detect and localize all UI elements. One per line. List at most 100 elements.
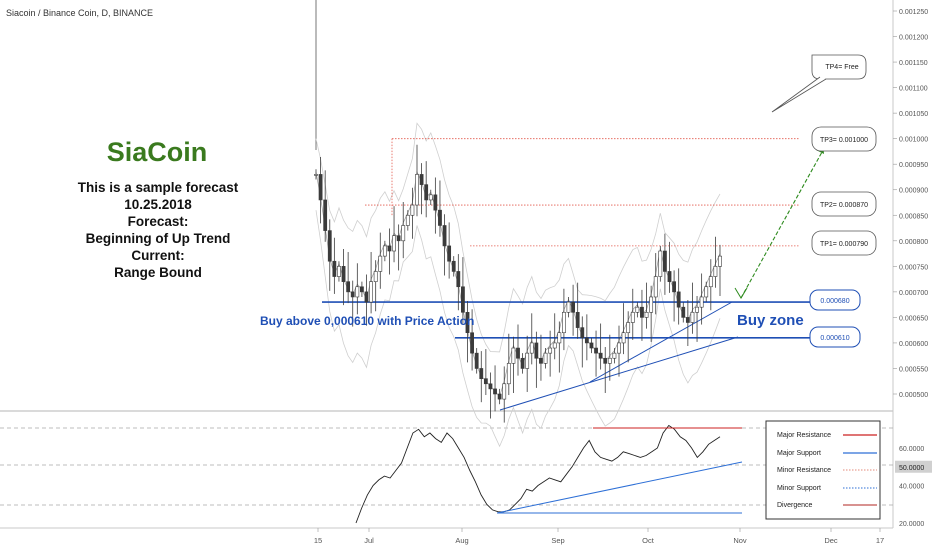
candle-body	[690, 311, 695, 323]
axis-labels: 0.001250 0.001200 0.001150 0.001100 0.001050…	[314, 9, 932, 545]
rsi-trend-line	[496, 461, 743, 514]
time-tick-label: Aug	[455, 536, 468, 545]
candle-body	[442, 225, 447, 247]
candle-body	[350, 291, 355, 298]
rsi-highlight-label: 50.0000	[899, 465, 924, 472]
tp4-callout: TP4= Free	[771, 54, 867, 113]
candle-body	[314, 174, 318, 176]
candle-body	[520, 357, 525, 369]
candle-body	[617, 342, 621, 354]
time-tick-label: 15	[314, 536, 322, 545]
tp1-label: TP1= 0.000790	[820, 241, 868, 248]
price-tick-label: 0.000700	[899, 290, 928, 297]
candle-body	[584, 337, 589, 344]
price-tick-label: 0.000850	[899, 213, 928, 220]
time-tick-label: Jul	[364, 536, 374, 545]
candle-body	[392, 235, 396, 252]
candle-body	[630, 311, 635, 323]
candle-body	[566, 301, 571, 313]
candle-body	[635, 306, 640, 313]
rsi-highlight-box	[895, 460, 932, 473]
tp2-label: TP2= 0.000870	[820, 202, 868, 209]
chart-title: Siacoin / Binance Coin, D, BINANCE	[6, 8, 153, 18]
candle-body	[607, 357, 612, 364]
candle-body	[378, 255, 383, 272]
candle-body	[387, 245, 392, 252]
price-tick-label: 0.001050	[899, 111, 928, 118]
candle-body	[428, 194, 433, 201]
price-tick-label: 0.001100	[899, 86, 928, 93]
candle-body	[327, 230, 332, 262]
candle-body	[438, 209, 442, 226]
trend-support-upper	[589, 301, 733, 383]
rsi-tick-label: 40.0000	[899, 484, 924, 491]
forecast-line-3: Forecast:	[128, 214, 189, 229]
candle-body	[470, 332, 474, 354]
candle-body	[640, 306, 644, 318]
price-tick-label: 0.000950	[899, 162, 928, 169]
candle-body	[621, 332, 626, 344]
legend-label-divergence: Divergence	[777, 502, 813, 509]
candle-body	[341, 266, 346, 282]
candle-body	[658, 250, 663, 277]
legend-label-minor-support: Minor Support	[777, 485, 821, 492]
tp3-callout: TP3= 0.001000	[811, 126, 877, 152]
candle-body	[534, 342, 539, 359]
candle-body	[318, 174, 323, 201]
time-tick-label: Dec	[824, 536, 838, 545]
candle-body	[506, 363, 511, 385]
candle-body	[562, 311, 566, 334]
candle-body	[667, 271, 672, 282]
buy-above-label: Buy above 0,000610 with Price Action	[260, 314, 474, 328]
legend-label-major-support: Major Support	[777, 450, 821, 457]
price-tick-label: 0.000500	[899, 392, 928, 399]
rsi-tick-label: 60.0000	[899, 446, 924, 453]
bollinger-lower	[315, 210, 721, 448]
candle-body	[548, 347, 553, 354]
candle-body	[456, 271, 461, 288]
tp3-label: TP3= 0.001000	[820, 137, 868, 144]
zone-lower-label: 0.000610	[820, 335, 849, 342]
candle-body	[382, 245, 387, 257]
zone-lower-box	[809, 326, 861, 348]
grid-layer	[0, 0, 893, 506]
candle-body	[516, 347, 520, 359]
legend: Major Resistance Major Support Minor Res…	[765, 420, 881, 520]
price-tick-label: 0.000800	[899, 239, 928, 246]
candle-body	[360, 286, 364, 293]
tp1-callout: TP1= 0.000790	[811, 230, 877, 256]
candle-body	[502, 383, 507, 400]
legend-label-major-resistance: Major Resistance	[777, 432, 831, 439]
candle-body	[598, 352, 603, 359]
candle-body	[594, 347, 598, 354]
time-tick-label: Oct	[642, 536, 655, 545]
candle-body	[424, 184, 429, 201]
candle-body	[672, 281, 676, 293]
legend-label-minor-resistance: Minor Resistance	[777, 467, 831, 474]
price-tick-label: 0.000600	[899, 341, 928, 348]
candle-body	[543, 352, 548, 364]
candle-body	[529, 342, 534, 354]
candle-body	[405, 214, 410, 226]
price-tick-label: 0.000900	[899, 188, 928, 195]
candle-body	[373, 271, 378, 282]
candle-body	[644, 311, 649, 318]
candle-body	[580, 327, 585, 339]
candle-body	[653, 276, 658, 298]
buy-zone-label: Buy zone	[737, 312, 804, 329]
candle-body	[718, 255, 722, 267]
candle-body	[685, 317, 690, 323]
annotations-layer	[734, 144, 824, 299]
candle-body	[447, 245, 452, 262]
candle-body	[663, 250, 667, 272]
candle-body	[433, 194, 438, 211]
tp2-callout: TP2= 0.000870	[811, 191, 877, 217]
candle-body	[323, 199, 328, 231]
candle-body	[589, 342, 594, 349]
price-tick-label: 0.001000	[899, 137, 928, 144]
candle-body	[695, 306, 699, 313]
candle-body	[465, 311, 470, 334]
coin-name: SiaCoin	[107, 137, 208, 167]
candle-body	[603, 357, 608, 364]
